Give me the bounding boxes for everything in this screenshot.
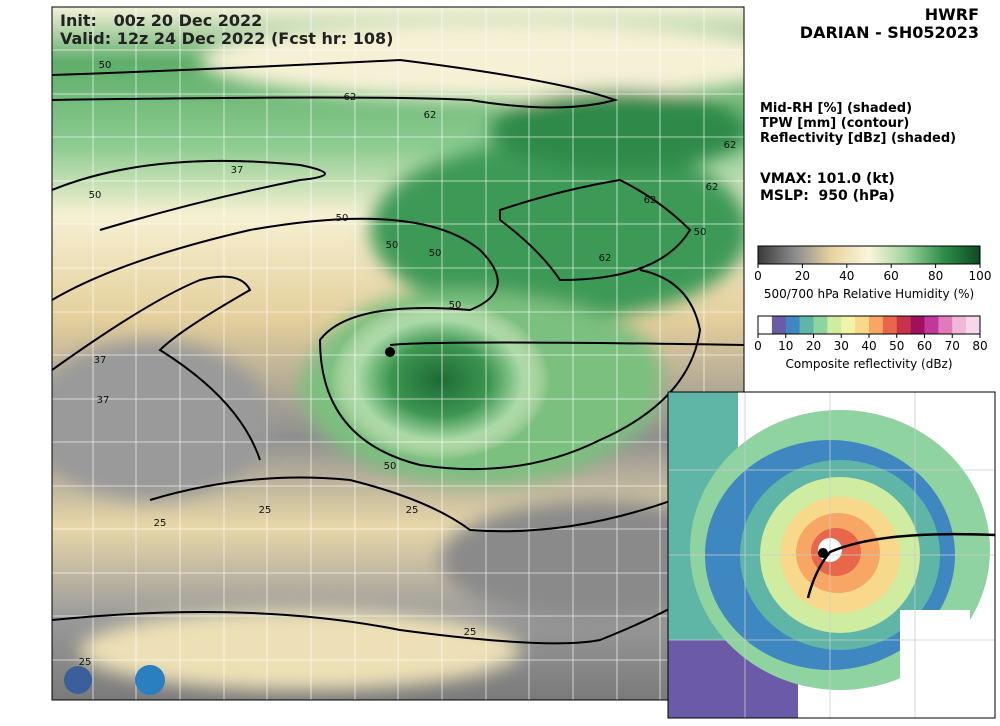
- contour-label: 37: [94, 355, 107, 366]
- colorbar-bin: [758, 316, 773, 334]
- colorbar-bin: [827, 316, 842, 334]
- storm-name: DARIAN - SH052023: [800, 23, 979, 42]
- colorbar-tick-label: 20: [795, 269, 810, 283]
- inset-frame: [667, 391, 996, 719]
- contour-label: 25: [406, 505, 419, 516]
- colorbar-tick-label: 60: [917, 339, 932, 353]
- contour-label: 62: [599, 253, 612, 264]
- colorbar-bin: [882, 316, 898, 334]
- inset-map: [668, 392, 995, 718]
- field-label: TPW [mm] (contour): [760, 116, 909, 131]
- contour-label: 25: [259, 505, 272, 516]
- colorbar-tick-label: 100: [969, 269, 992, 283]
- contour-label: 62: [644, 195, 657, 206]
- colorbar-tick-label: 20: [806, 339, 821, 353]
- colorbar-tick-label: 40: [861, 339, 876, 353]
- colorbar-tick-label: 10: [778, 339, 793, 353]
- contour-label: 50: [429, 248, 442, 259]
- contour-label: 25: [79, 657, 92, 668]
- colorbar-bin: [952, 316, 967, 334]
- contour-label: 25: [154, 518, 167, 529]
- contour-label: 62: [424, 110, 437, 121]
- contour-label: 25: [464, 627, 477, 638]
- contour-label: 50: [336, 213, 349, 224]
- contour-label: 50: [449, 300, 462, 311]
- colorbar-bin: [924, 316, 939, 334]
- contour-label: 50: [384, 461, 397, 472]
- colorbar-label: Composite reflectivity (dBz): [785, 357, 952, 371]
- vmax: VMAX: 101.0 (kt): [760, 171, 895, 187]
- colorbar-tick-label: 60: [884, 269, 899, 283]
- mslp: MSLP: 950 (hPa): [760, 188, 895, 204]
- colorbar-bin: [785, 316, 800, 334]
- valid-text: Valid: 12z 24 Dec 2022 (Fcst hr: 108): [60, 29, 393, 48]
- map: 50 62 62 37 50 50 50 50 50 62 62 62 62 50 37 37 50 25 25 25…: [52, 7, 744, 700]
- colorbar-bin: [869, 316, 884, 334]
- field-label: Mid-RH [%] (shaded): [760, 101, 912, 116]
- colorbar-tick-label: 80: [972, 339, 987, 353]
- field-label: Reflectivity [dBz] (shaded): [760, 131, 956, 146]
- colorbar-bin: [966, 316, 981, 334]
- map-frame: [51, 6, 745, 701]
- colorbar-bin: [910, 316, 925, 334]
- contour-label: 62: [344, 92, 357, 103]
- init-text: Init: 00z 20 Dec 2022: [60, 11, 262, 30]
- colorbar-tick-label: 0: [754, 339, 762, 353]
- colorbar: [758, 246, 980, 264]
- colorbar-tick-label: 80: [928, 269, 943, 283]
- colorbar-bin: [938, 316, 953, 334]
- contour-label: 37: [231, 165, 244, 176]
- contour-label: 62: [724, 140, 737, 151]
- colorbar-tick-label: 70: [945, 339, 960, 353]
- contour-label: 37: [97, 395, 110, 406]
- colorbar-tick-label: 0: [754, 269, 762, 283]
- contour-label: 50: [89, 190, 102, 201]
- colorbar-bin: [841, 316, 856, 334]
- model-name: HWRF: [925, 5, 979, 24]
- colorbar-tick-label: 40: [839, 269, 854, 283]
- colorbar-tick-label: 50: [889, 339, 904, 353]
- colorbar-tick-label: 30: [834, 339, 849, 353]
- contour-label: 62: [706, 182, 719, 193]
- colorbar-label: 500/700 hPa Relative Humidity (%): [764, 287, 974, 301]
- colorbar-bin: [855, 316, 870, 334]
- contour-label: 50: [386, 240, 399, 251]
- colorbar-bin: [799, 316, 814, 334]
- colorbar-bin: [896, 316, 911, 334]
- colorbar-bin: [771, 316, 787, 334]
- colorbar-bin: [813, 316, 828, 334]
- colorbar-frame: [757, 245, 981, 265]
- contour-label: 50: [99, 60, 112, 71]
- contour-label: 50: [694, 227, 707, 238]
